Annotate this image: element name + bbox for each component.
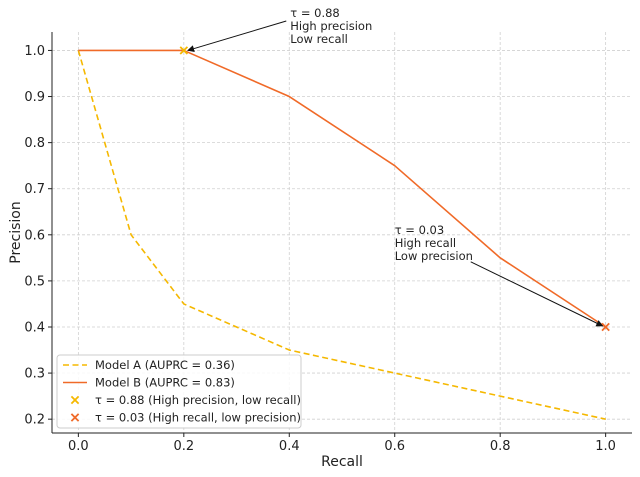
annotation-2-arrow [470,261,604,327]
legend-swatch-marker [70,395,80,405]
series [77,49,607,420]
legend-label: τ = 0.03 (High recall, low precision) [95,411,301,425]
annotation-2-line: Low precision [395,249,473,263]
x-tick-label: 0.4 [279,439,300,454]
y-tick-label: 1.0 [24,44,45,59]
y-tick-label: 0.4 [24,320,45,335]
y-tick-label: 0.3 [24,367,45,382]
y-tick-label: 0.6 [24,228,45,243]
series-line-model-a [77,50,606,420]
legend-label: τ = 0.88 (High precision, low recall) [95,393,301,407]
y-tick-label: 0.7 [24,182,45,197]
annotation-2-line: High recall [395,236,456,250]
y-tick-label: 0.2 [24,413,45,428]
legend-swatch-marker [70,413,80,422]
y-tick-label: 0.8 [24,136,45,151]
threshold-marker-1 [179,46,189,55]
x-tick-label: 0.2 [173,439,194,454]
annotation-1-arrow [187,20,287,52]
x-tick-label: 0.6 [384,439,405,454]
y-tick-label: 0.5 [24,274,45,289]
legend-label: Model B (AUPRC = 0.83) [95,376,235,390]
y-tick-label: 0.9 [24,90,45,105]
annotation-1-line: τ = 0.88 [290,6,339,20]
marker-stroke [179,46,189,55]
legend-label: Model A (AUPRC = 0.36) [95,358,235,372]
x-tick-label: 0.8 [490,439,511,454]
legend-box [56,354,302,429]
x-tick-label: 0.0 [68,439,89,454]
legend: Model A (AUPRC = 0.36) Model B (AUPRC = 0… [56,354,302,429]
x-tick-label: 1.0 [595,439,616,454]
annotation-1-line: Low recall [290,32,348,46]
marker-stroke [70,413,80,422]
marker-stroke [601,322,610,332]
y-axis-label: Precision [8,201,24,263]
annotation-1-line: High precision [290,19,372,33]
annotation-2-line: τ = 0.03 [395,223,444,237]
x-axis-label: Recall [321,454,363,470]
marker-stroke [70,395,80,405]
series-line-model-b [78,49,607,328]
axes: 0.0 0.2 0.4 0.6 0.8 1.0 0.2 0.3 0.4 0.5 0.6 0.7 0.8 0… [24,32,632,454]
